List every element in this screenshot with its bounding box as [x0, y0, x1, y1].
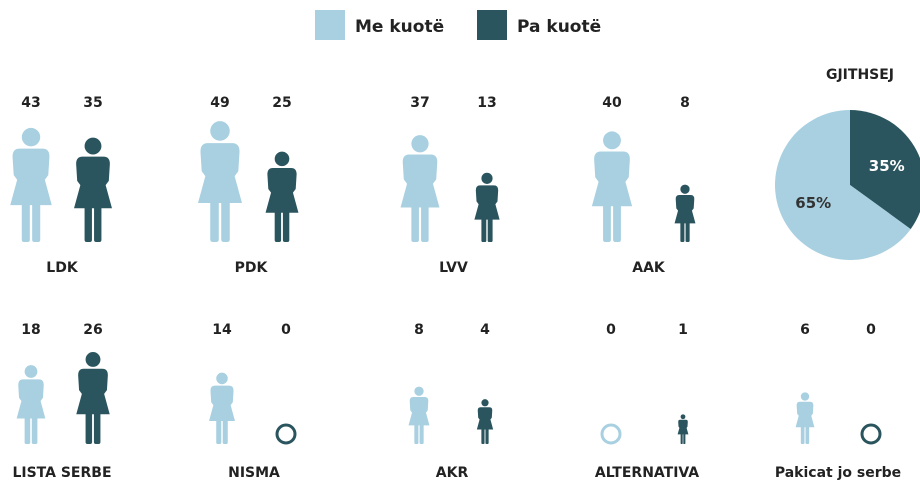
value-label: 14	[212, 322, 232, 338]
person-icon	[76, 352, 110, 444]
value-label: 0	[606, 322, 616, 338]
person-icon	[674, 184, 696, 242]
value-label: 6	[800, 322, 810, 338]
person-icon	[209, 372, 235, 444]
pie-slice	[850, 110, 920, 230]
category-label: ALTERNATIVA	[595, 465, 699, 481]
person-icon	[795, 392, 815, 444]
value-label: 18	[21, 322, 40, 338]
category-label: AKR	[436, 465, 469, 481]
value-label: 4	[480, 322, 490, 338]
person-icon	[677, 414, 689, 444]
person-icon	[16, 365, 46, 444]
value-label: 13	[477, 95, 496, 111]
value-label: 26	[83, 322, 102, 338]
legend-swatch	[315, 10, 345, 40]
category-label: LDK	[46, 260, 79, 276]
empty-icon	[860, 423, 882, 445]
pie-label: 65%	[795, 194, 831, 212]
legend-swatch	[477, 10, 507, 40]
category-label: PDK	[235, 260, 269, 276]
category-label: LVV	[439, 260, 468, 276]
legend-label: Me kuotë	[355, 17, 444, 37]
empty-icon	[600, 423, 622, 445]
value-label: 0	[281, 322, 291, 338]
person-icon	[10, 127, 52, 242]
value-label: 0	[866, 322, 876, 338]
pie-slice	[775, 110, 911, 260]
empty-icon	[275, 423, 297, 445]
person-icon	[198, 121, 242, 242]
value-label: 49	[210, 95, 229, 111]
person-icon	[408, 386, 430, 444]
value-label: 40	[602, 95, 622, 111]
pie-label: 35%	[869, 157, 905, 175]
value-label: 8	[680, 95, 690, 111]
value-label: 25	[272, 95, 291, 111]
category-label: LISTA SERBE	[12, 465, 111, 481]
value-label: 43	[21, 95, 40, 111]
value-label: 1	[678, 322, 688, 338]
person-icon	[474, 172, 500, 243]
legend-label: Pa kuotë	[517, 17, 601, 37]
category-label: AAK	[632, 260, 666, 276]
value-label: 35	[83, 95, 102, 111]
pie-title: GJITHSEJ	[826, 67, 894, 83]
category-label: Pakicat jo serbe	[775, 465, 901, 481]
value-label: 37	[410, 95, 429, 111]
category-label: NISMA	[228, 465, 280, 481]
person-icon	[476, 399, 494, 444]
person-icon	[265, 151, 299, 242]
value-label: 8	[414, 322, 424, 338]
person-icon	[74, 137, 112, 243]
person-icon	[591, 131, 633, 242]
person-icon	[400, 135, 440, 242]
